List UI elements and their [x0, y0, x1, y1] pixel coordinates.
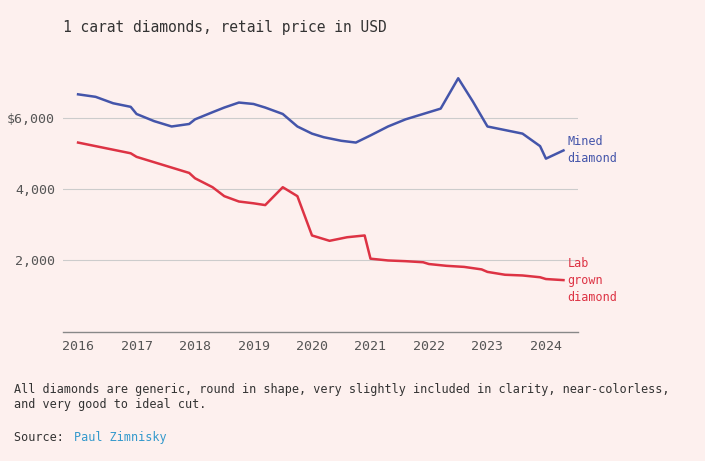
Text: Mined
diamond: Mined diamond — [568, 136, 618, 165]
Text: Lab
grown
diamond: Lab grown diamond — [568, 257, 618, 304]
Text: Paul Zimnisky: Paul Zimnisky — [74, 431, 166, 444]
Text: All diamonds are generic, round in shape, very slightly included in clarity, nea: All diamonds are generic, round in shape… — [14, 383, 670, 411]
Text: Source:: Source: — [14, 431, 71, 444]
Text: 1 carat diamonds, retail price in USD: 1 carat diamonds, retail price in USD — [63, 20, 387, 35]
